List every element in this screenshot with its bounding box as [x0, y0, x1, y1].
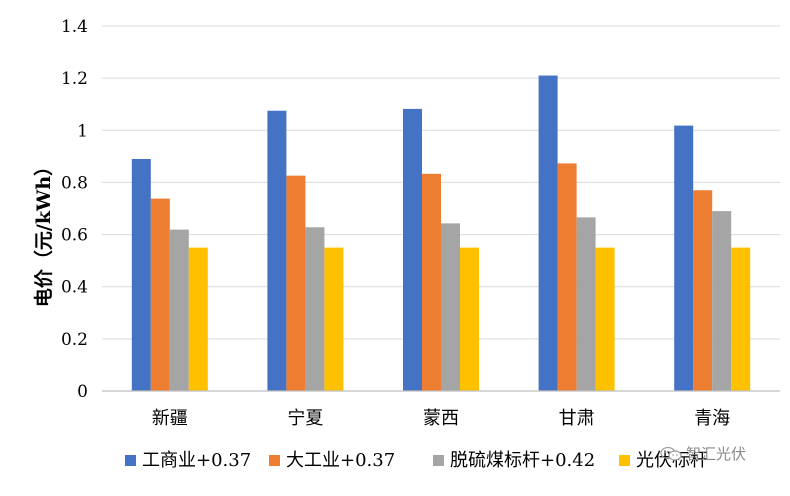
axes: 0 0.2 0.4 0.6 0.8 1 1.2 1.4 新疆 宁夏 蒙西 甘肃 青海 — [61, 17, 780, 429]
bar — [324, 247, 344, 391]
legend-label: 光伏标杆 — [636, 450, 708, 471]
legend-swatch — [619, 455, 630, 466]
bar — [712, 211, 732, 391]
legend-label: 大工业+0.37 — [286, 450, 395, 471]
bar — [286, 175, 306, 391]
x-tick-label: 宁夏 — [287, 408, 323, 429]
x-tick-label: 蒙西 — [423, 408, 459, 429]
watermark: 智汇光伏 — [660, 443, 746, 464]
bar — [674, 125, 694, 391]
bar — [576, 217, 596, 391]
bar — [169, 229, 189, 391]
y-tick-label: 0.6 — [61, 226, 88, 246]
bar — [150, 198, 170, 391]
bar — [305, 227, 325, 391]
bar — [267, 110, 287, 391]
legend-label: 脱硫煤标杆+0.42 — [450, 450, 595, 471]
y-tick-label: 1.4 — [61, 17, 88, 37]
bar — [441, 223, 460, 391]
legend-swatch — [433, 455, 444, 466]
y-axis-label: 电价（元/kWh） — [32, 157, 55, 307]
bars — [131, 75, 751, 392]
y-tick-label: 0.2 — [61, 330, 88, 350]
bar — [403, 108, 422, 392]
y-tick-label: 0.4 — [61, 278, 88, 298]
x-tick-label: 甘肃 — [559, 408, 595, 429]
bar — [731, 247, 751, 391]
y-tick-label: 0 — [77, 382, 88, 402]
watermark-text: 智汇光伏 — [686, 445, 747, 463]
legend: 工商业+0.37 大工业+0.37 脱硫煤标杆+0.42 光伏标杆 — [125, 450, 708, 471]
bar — [693, 190, 713, 391]
bar — [188, 247, 208, 391]
y-tick-label: 1 — [77, 121, 88, 141]
legend-label: 工商业+0.37 — [142, 450, 251, 471]
y-tick-label: 1.2 — [61, 69, 88, 89]
x-tick-label: 青海 — [694, 408, 730, 429]
x-tick-label: 新疆 — [152, 408, 188, 429]
bar — [131, 158, 151, 391]
bar — [538, 75, 558, 392]
bar — [595, 247, 615, 391]
y-tick-label: 0.8 — [61, 173, 88, 193]
legend-swatch — [125, 455, 136, 466]
bar — [422, 173, 441, 391]
bar — [557, 163, 577, 391]
bar — [460, 247, 479, 391]
wechat-icon — [660, 446, 682, 461]
legend-swatch — [269, 455, 280, 466]
